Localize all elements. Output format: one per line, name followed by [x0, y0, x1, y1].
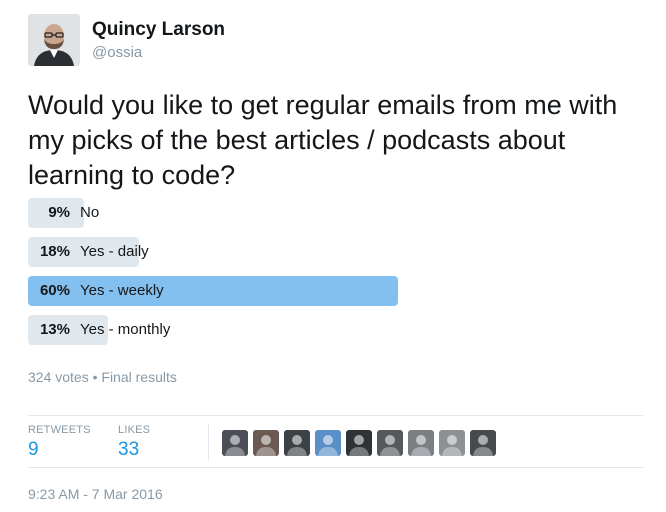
- tweet-text: Would you like to get regular emails fro…: [28, 90, 618, 190]
- author-name[interactable]: Quincy Larson: [92, 19, 226, 40]
- poll-percent: 18%: [39, 243, 70, 260]
- likes-label: LIKES: [118, 424, 151, 436]
- poll-bar: [28, 315, 108, 345]
- poll-percent: 60%: [39, 282, 70, 299]
- author-avatar[interactable]: [28, 14, 80, 66]
- poll-option-yes-weekly: 60% Yes - weekly: [28, 276, 428, 306]
- poll-option-label: Yes - monthly: [80, 321, 171, 338]
- stats-separator: [208, 424, 209, 460]
- likes-count[interactable]: 33: [118, 439, 140, 460]
- liker-avatar-icon[interactable]: [222, 430, 248, 456]
- poll-percent: 13%: [39, 321, 70, 338]
- poll-bar: [28, 237, 139, 267]
- person-photo-icon: [28, 14, 80, 66]
- divider: [28, 467, 643, 468]
- liker-avatar-icon[interactable]: [377, 430, 403, 456]
- poll-option-yes-daily: 18% Yes - daily: [28, 237, 428, 267]
- liker-avatar-icon[interactable]: [346, 430, 372, 456]
- retweets-count[interactable]: 9: [28, 439, 39, 460]
- poll-option-label: Yes - weekly: [80, 282, 164, 299]
- poll: 9% No 18% Yes - daily 60% Yes - weekly 1…: [28, 198, 428, 354]
- poll-bar-winner: [28, 276, 398, 306]
- divider: [28, 415, 643, 416]
- author-handle[interactable]: @ossia: [92, 44, 143, 61]
- liker-avatar-icon[interactable]: [315, 430, 341, 456]
- liker-avatar-icon[interactable]: [408, 430, 434, 456]
- poll-option-label: Yes - daily: [80, 243, 149, 260]
- poll-percent: 9%: [48, 204, 70, 221]
- poll-option-no: 9% No: [28, 198, 428, 228]
- poll-option-yes-monthly: 13% Yes - monthly: [28, 315, 428, 345]
- liker-avatar-icon[interactable]: [253, 430, 279, 456]
- liker-avatar-icon[interactable]: [439, 430, 465, 456]
- retweets-label: RETWEETS: [28, 424, 91, 436]
- poll-meta: 324 votes • Final results: [28, 369, 177, 385]
- retweets-stat[interactable]: RETWEETS 9: [28, 424, 91, 461]
- likes-stat[interactable]: LIKES 33: [118, 424, 150, 461]
- liker-avatar-icon[interactable]: [284, 430, 310, 456]
- poll-option-label: No: [80, 204, 100, 221]
- likers-avatars: [222, 430, 496, 456]
- liker-avatar-icon[interactable]: [470, 430, 496, 456]
- poll-bar: [28, 198, 84, 228]
- timestamp[interactable]: 9:23 AM - 7 Mar 2016: [28, 486, 163, 502]
